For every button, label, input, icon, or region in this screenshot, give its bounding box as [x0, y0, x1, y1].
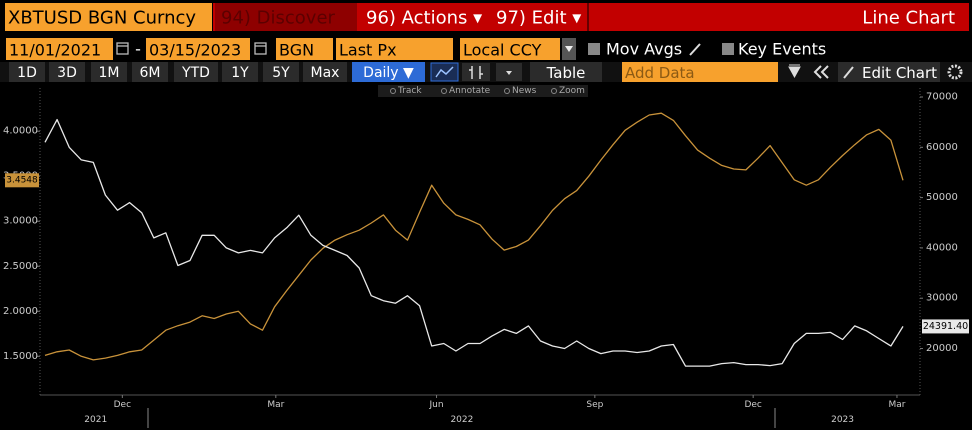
- currency-select[interactable]: [460, 38, 560, 60]
- currency-select-label: Local CCY: [463, 41, 542, 60]
- source-field-label: BGN: [279, 41, 314, 60]
- edit-menu-label: 97) Edit ▾: [496, 8, 581, 29]
- chart-tools-bar: [378, 85, 588, 97]
- y2-tick-label: 40000: [926, 242, 958, 253]
- chart-tool[interactable]: Track: [397, 86, 422, 96]
- start-date-label: 11/01/2021: [9, 41, 101, 60]
- end-date-label: 03/15/2023: [149, 41, 241, 60]
- chart-tool[interactable]: Zoom: [559, 86, 585, 96]
- tool-icon: [504, 88, 510, 94]
- last-value-box: [5, 173, 39, 188]
- view-title: Line Chart: [862, 8, 955, 29]
- actions-menu-label: 96) Actions ▾: [366, 8, 482, 29]
- year-label: 2023: [831, 415, 854, 425]
- add-data-field[interactable]: [622, 62, 778, 82]
- period-button[interactable]: [49, 62, 85, 82]
- source-field[interactable]: [276, 38, 333, 60]
- collapse-icon[interactable]: [813, 65, 829, 79]
- period-button[interactable]: [174, 62, 218, 82]
- security-field[interactable]: [5, 3, 212, 31]
- period-button-label: 3D: [57, 65, 77, 81]
- discover-menu[interactable]: [215, 3, 357, 31]
- year-label: 2021: [84, 415, 107, 425]
- period-button[interactable]: [132, 62, 168, 82]
- period-button[interactable]: [222, 62, 258, 82]
- period-button[interactable]: [263, 62, 299, 82]
- actions-menu[interactable]: [360, 3, 487, 31]
- add-data-field-label: Add Data: [625, 64, 695, 82]
- chart-tool[interactable]: Annotate: [449, 86, 491, 96]
- edit-chart-pencil: [843, 66, 854, 79]
- security-field-label: XBTUSD BGN Curncy: [8, 8, 196, 29]
- tool-icon: [551, 88, 557, 94]
- checkbox-label: Mov Avgs: [606, 40, 682, 59]
- period-button[interactable]: [303, 62, 347, 82]
- y2-tick-label: 50000: [926, 192, 958, 203]
- start-date[interactable]: [6, 38, 113, 60]
- checkbox[interactable]: [722, 43, 734, 55]
- period-button-label: 1Y: [231, 65, 249, 81]
- field-select[interactable]: [336, 38, 453, 60]
- y2-tick-label: 70000: [926, 92, 958, 103]
- y-tick-label: 2.0000: [3, 306, 38, 317]
- series-line: [44, 118, 904, 367]
- table-button[interactable]: [530, 62, 602, 82]
- y-tick-label: 4.0000: [3, 126, 38, 137]
- frequency-button-label: Daily ▼: [363, 65, 414, 81]
- y-tick-label: 2.5000: [3, 261, 38, 272]
- tool-icon: [390, 88, 396, 94]
- year-label: 2022: [450, 415, 473, 425]
- y-tick-label: 3.0000: [3, 216, 38, 227]
- table-button-label: Table: [546, 64, 586, 82]
- y-tick-label: 1.5000: [3, 351, 38, 362]
- period-button-label: YTD: [181, 65, 210, 81]
- filter-icon[interactable]: [788, 64, 801, 79]
- chart-style-icon: [435, 66, 454, 78]
- last-value-label: 24391.40: [923, 321, 968, 332]
- period-button[interactable]: [9, 62, 45, 82]
- x-tick-label: Dec: [114, 400, 131, 410]
- x-tick-label: Mar: [888, 400, 905, 410]
- calendar-icon[interactable]: [254, 42, 267, 55]
- dropdown-arrow: [565, 46, 573, 52]
- y2-tick-label: 20000: [926, 343, 958, 354]
- y2-tick-label: 60000: [926, 142, 958, 153]
- date-separator: -: [135, 40, 141, 59]
- bar-style-button[interactable]: [462, 63, 490, 81]
- period-button-label: 6M: [140, 65, 161, 81]
- last-value-label: 3.4548: [6, 175, 38, 185]
- period-button-label: Max: [311, 65, 340, 81]
- x-tick-label: Sep: [586, 400, 603, 410]
- frequency-button[interactable]: [352, 62, 425, 82]
- icons: [116, 42, 701, 56]
- x-tick-label: Mar: [267, 400, 284, 410]
- discover-menu-label: 94) Discover: [221, 8, 336, 29]
- style-dropdown-arrow: [506, 71, 512, 75]
- x-tick-label: Jun: [429, 400, 444, 410]
- period-button[interactable]: [91, 62, 127, 82]
- period-button-label: 1M: [99, 65, 120, 81]
- chart-tool[interactable]: News: [512, 86, 537, 96]
- period-button-label: 5Y: [272, 65, 290, 81]
- calendar-icon[interactable]: [116, 42, 129, 55]
- series-line: [44, 112, 904, 361]
- tool-icon: [441, 88, 447, 94]
- settings-gear[interactable]: [947, 64, 963, 80]
- y2-tick-label: 30000: [926, 293, 958, 304]
- checkbox-label: Key Events: [738, 40, 826, 59]
- bar-style-icon: [469, 66, 483, 79]
- field-select-label: Last Px: [339, 41, 397, 60]
- x-tick-label: Dec: [744, 400, 761, 410]
- end-date[interactable]: [146, 38, 250, 60]
- last-value-box: [922, 319, 969, 334]
- edit-chart-label: Edit Chart: [862, 64, 937, 82]
- pencil-icon[interactable]: [689, 43, 701, 56]
- checkbox[interactable]: [588, 43, 600, 55]
- period-button-label: 1D: [17, 65, 37, 81]
- edit-menu[interactable]: [490, 3, 587, 31]
- edit-chart-button[interactable]: [838, 62, 940, 82]
